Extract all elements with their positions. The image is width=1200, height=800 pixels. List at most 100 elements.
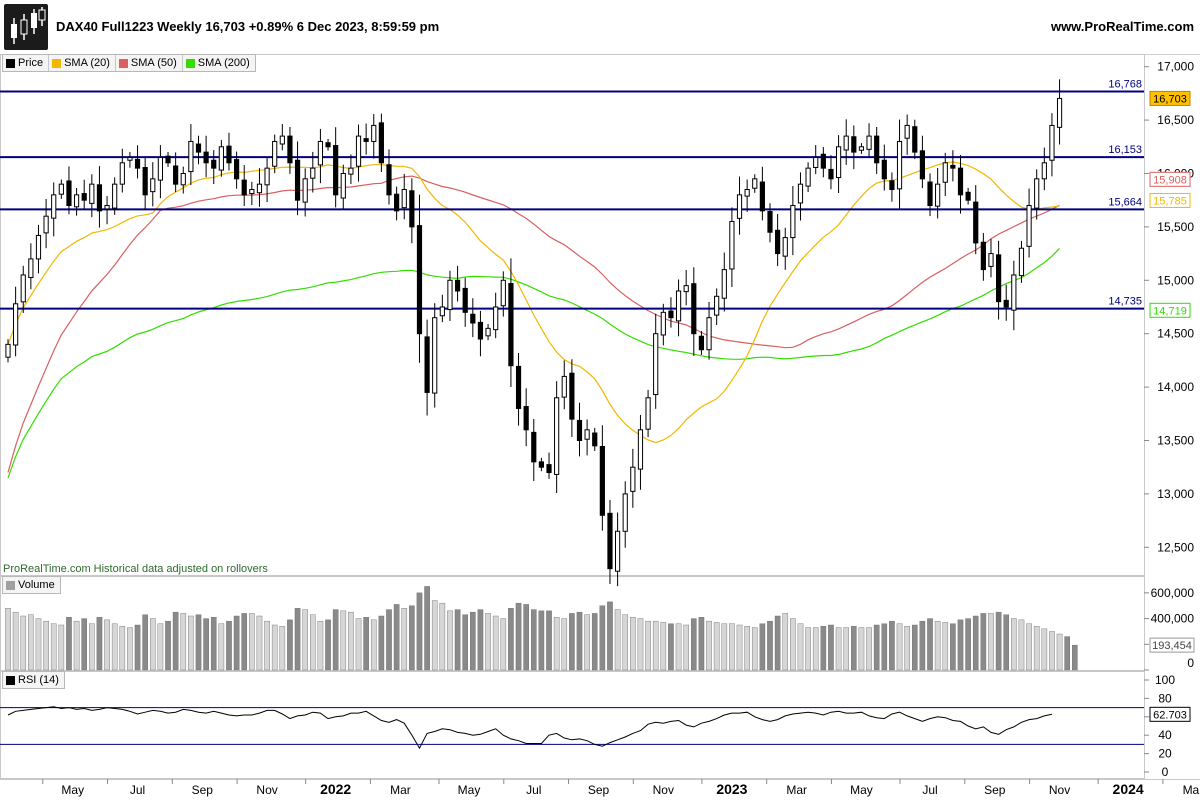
volume-bar: [508, 608, 514, 671]
volume-bar: [721, 623, 728, 671]
time-tick-label: 2023: [716, 781, 747, 797]
volume-bar: [73, 620, 80, 671]
candle-body: [607, 512, 613, 570]
volume-bar: [492, 615, 499, 671]
sma50-swatch-icon: [118, 58, 128, 68]
price-swatch-icon: [6, 58, 15, 68]
price-last-label: 16,703: [1153, 93, 1187, 105]
candle: [904, 114, 910, 155]
candle: [996, 240, 1002, 320]
level-label: 14,735: [1108, 296, 1142, 308]
candle: [355, 124, 362, 182]
candle: [127, 151, 133, 168]
candle-body: [645, 397, 651, 430]
volume-bar: [35, 618, 42, 671]
candle-body: [394, 193, 400, 212]
candle: [919, 135, 925, 189]
volume-bar: [378, 615, 385, 671]
candle: [241, 165, 247, 207]
price-tick-label: 13,000: [1157, 487, 1194, 501]
volume-bar: [576, 611, 583, 671]
candle-body: [264, 167, 270, 186]
candle-body: [462, 287, 468, 313]
candle-body: [256, 183, 263, 194]
candle: [500, 271, 506, 317]
volume-bar: [706, 620, 712, 671]
rsi-tick-label: 40: [1158, 728, 1172, 742]
sma200-last-badge: [1149, 302, 1191, 318]
volume-bar: [1049, 631, 1055, 671]
candle: [1003, 284, 1009, 321]
candle: [912, 119, 918, 160]
candle: [599, 425, 605, 531]
volume-bar: [1071, 644, 1078, 671]
price-tick-label: 14,500: [1157, 327, 1194, 341]
candle: [1034, 169, 1040, 220]
level-label: 15,664: [1108, 196, 1142, 208]
legend-price[interactable]: Price: [3, 55, 50, 71]
candle: [317, 128, 324, 184]
legend-volume[interactable]: Volume: [3, 577, 60, 593]
legend-rsi[interactable]: RSI (14): [3, 672, 64, 688]
candle-body: [165, 155, 171, 164]
volume-bar: [980, 613, 987, 671]
candle: [66, 166, 72, 215]
volume-bar: [729, 623, 735, 671]
candle-body: [637, 429, 644, 470]
candle-body: [81, 193, 87, 201]
candle: [432, 303, 438, 408]
candle-body: [173, 165, 179, 185]
candle-body: [622, 493, 628, 532]
candle-body: [234, 159, 240, 180]
volume-bar: [325, 619, 331, 671]
volume-bar: [172, 611, 179, 671]
legend-sma200[interactable]: SMA (200): [183, 55, 255, 71]
candle: [675, 279, 682, 337]
candle-body: [150, 178, 156, 193]
volume-bar: [477, 609, 484, 671]
volume-bar: [104, 619, 110, 671]
volume-bar: [782, 613, 789, 671]
candle: [218, 140, 224, 177]
candle: [89, 174, 95, 218]
candle-body: [835, 146, 842, 179]
candle-body: [538, 461, 544, 468]
candle: [142, 156, 148, 210]
volume-bar: [538, 610, 545, 671]
volume-last-label: 193,454: [1152, 640, 1192, 652]
volume-bar: [988, 613, 994, 671]
candle-body: [782, 237, 788, 257]
volume-bar: [233, 615, 240, 671]
candle-body: [477, 321, 484, 340]
volume-bar: [149, 618, 156, 671]
candle: [858, 143, 865, 154]
price-tick-label: 15,000: [1157, 273, 1194, 287]
candle-body: [1034, 178, 1040, 209]
candle: [165, 151, 171, 168]
volume-bar: [279, 626, 286, 671]
legend-sma50[interactable]: SMA (50): [116, 55, 183, 71]
candle-body: [790, 205, 796, 239]
volume-bar: [553, 617, 560, 671]
candle: [394, 186, 400, 221]
candle: [721, 252, 727, 312]
volume-bar: [675, 623, 682, 671]
volume-bar: [302, 609, 308, 671]
candle: [264, 156, 270, 203]
rsi-last-label: 62.703: [1153, 709, 1187, 721]
legend-sma20[interactable]: SMA (20): [49, 55, 116, 71]
candle: [340, 164, 346, 209]
candle: [736, 176, 743, 235]
rsi-axis: 02040608010062.703: [1144, 673, 1191, 779]
rsi-panel[interactable]: [0, 671, 1145, 779]
price-panel[interactable]: [0, 54, 1145, 576]
candle-body: [470, 313, 476, 324]
candle-body: [1003, 299, 1009, 308]
volume-bar: [66, 617, 72, 671]
volume-bar: [203, 618, 209, 671]
time-tick-label: May: [850, 783, 873, 797]
candle: [866, 123, 872, 157]
candle: [607, 499, 613, 585]
candle-body: [142, 167, 148, 196]
